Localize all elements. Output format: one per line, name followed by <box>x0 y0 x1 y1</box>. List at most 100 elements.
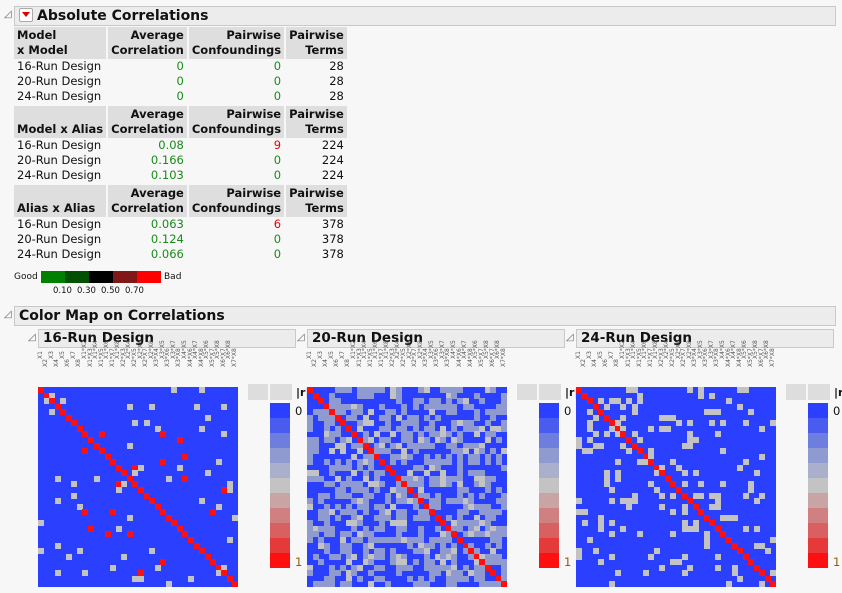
heatmap-cell <box>351 442 358 449</box>
heatmap-cell <box>323 542 330 549</box>
heatmap-cell <box>312 437 319 443</box>
heatmap-cell <box>490 531 497 538</box>
heatmap-cell <box>659 492 666 499</box>
heatmap-cell <box>626 503 632 510</box>
heatmap-cell <box>457 464 463 471</box>
table-cell: 378 <box>321 232 344 246</box>
heatmap-cell <box>418 481 425 488</box>
heatmap-cell <box>479 481 486 488</box>
panel-header[interactable]: 16-Run Design <box>38 329 296 348</box>
heatmap-cell <box>709 503 716 510</box>
scale-swatch <box>539 523 559 538</box>
heatmap-cell <box>468 503 475 510</box>
heatmap-cell <box>340 442 347 449</box>
heatmap-cell <box>334 425 341 432</box>
disclosure-icon[interactable]: ◿ <box>4 309 12 320</box>
correlation-heatmap[interactable] <box>307 387 508 588</box>
heatmap-cell <box>357 537 363 543</box>
heatmap-cell <box>457 575 463 582</box>
heatmap-cell <box>620 431 627 438</box>
heatmap-cell <box>334 459 341 466</box>
heatmap-cell <box>440 564 447 571</box>
heatmap-cell <box>362 459 369 466</box>
heatmap-cell <box>160 431 167 438</box>
heatmap-cell <box>753 498 760 505</box>
heatmap-cell <box>407 542 413 549</box>
scale-swatch <box>808 508 828 523</box>
heatmap-cell <box>362 492 369 499</box>
correlation-heatmap[interactable] <box>576 387 777 588</box>
heatmap-cell <box>329 575 336 582</box>
disclosure-icon[interactable]: ◿ <box>28 332 36 343</box>
heatmap-cell <box>329 581 336 588</box>
heatmap-cell <box>226 481 233 488</box>
heatmap-cell <box>160 459 167 466</box>
heatmap-cell <box>659 464 666 471</box>
heatmap-cell <box>626 437 632 443</box>
heatmap-cell <box>687 431 694 438</box>
heatmap-cell <box>329 570 336 577</box>
heatmap-cell <box>620 414 627 421</box>
heatmap-cell <box>340 487 347 493</box>
heatmap-cell <box>468 542 475 549</box>
heatmap-cell <box>473 503 480 510</box>
heatmap-cell <box>99 448 106 455</box>
heatmap-cell <box>698 509 705 516</box>
heatmap-cell <box>479 564 486 571</box>
disclosure-icon[interactable]: ◿ <box>4 9 12 20</box>
heatmap-cell <box>334 492 341 499</box>
heatmap-cell <box>340 537 347 543</box>
heatmap-cell <box>395 520 402 527</box>
heatmap-cell <box>670 559 677 566</box>
heatmap-cell <box>401 475 408 482</box>
heatmap-cell <box>609 531 616 538</box>
heatmap-cell <box>468 492 475 499</box>
table-cell: 0.124 <box>150 232 184 246</box>
heatmap-cell <box>373 487 380 493</box>
heatmap-cell <box>445 564 452 571</box>
scale-max-label: 1 <box>833 555 841 569</box>
heatmap-cell <box>362 470 369 477</box>
red-triangle-menu-icon[interactable] <box>19 8 33 22</box>
section-header-absolute-correlations[interactable]: Absolute Correlations <box>14 6 836 26</box>
heatmap-cell <box>373 475 380 482</box>
scale-swatch <box>270 433 290 448</box>
heatmap-cell <box>440 459 447 466</box>
heatmap-cell <box>334 414 341 421</box>
correlation-heatmap[interactable] <box>38 387 239 588</box>
disclosure-icon[interactable]: ◿ <box>297 332 305 343</box>
legend-bad-label: Bad <box>164 272 182 282</box>
heatmap-cell <box>390 520 397 527</box>
heatmap-cell <box>384 464 391 471</box>
heatmap-cell <box>479 503 486 510</box>
heatmap-cell <box>368 392 375 399</box>
heatmap-cell <box>362 498 369 505</box>
heatmap-cell <box>384 409 391 416</box>
heatmap-cell <box>423 514 430 521</box>
heatmap-cell <box>318 525 325 532</box>
heatmap-cell <box>429 498 436 505</box>
heatmap-cell <box>714 492 721 499</box>
heatmap-cell <box>642 453 649 460</box>
heatmap-cell <box>379 525 386 532</box>
heatmap-cell <box>490 548 497 555</box>
disclosure-icon[interactable]: ◿ <box>566 332 574 343</box>
heatmap-cell <box>373 514 380 521</box>
heatmap-cell <box>82 448 89 455</box>
heatmap-cell <box>188 537 194 543</box>
heatmap-cell <box>182 531 189 538</box>
heatmap-cell <box>368 537 375 543</box>
heatmap-cell <box>362 414 369 421</box>
heatmap-cell <box>462 503 469 510</box>
section-header-color-map[interactable]: Color Map on Correlations <box>14 306 836 326</box>
heatmap-cell <box>429 481 436 488</box>
heatmap-cell <box>345 509 352 516</box>
panel-header[interactable]: 24-Run Design <box>576 329 834 348</box>
heatmap-cell <box>312 448 319 455</box>
heatmap-cell <box>362 387 369 393</box>
heatmap-cell <box>323 503 330 510</box>
heatmap-cell <box>445 459 452 466</box>
heatmap-cell <box>395 492 402 499</box>
heatmap-cell <box>395 564 402 571</box>
panel-header[interactable]: 20-Run Design <box>307 329 565 348</box>
